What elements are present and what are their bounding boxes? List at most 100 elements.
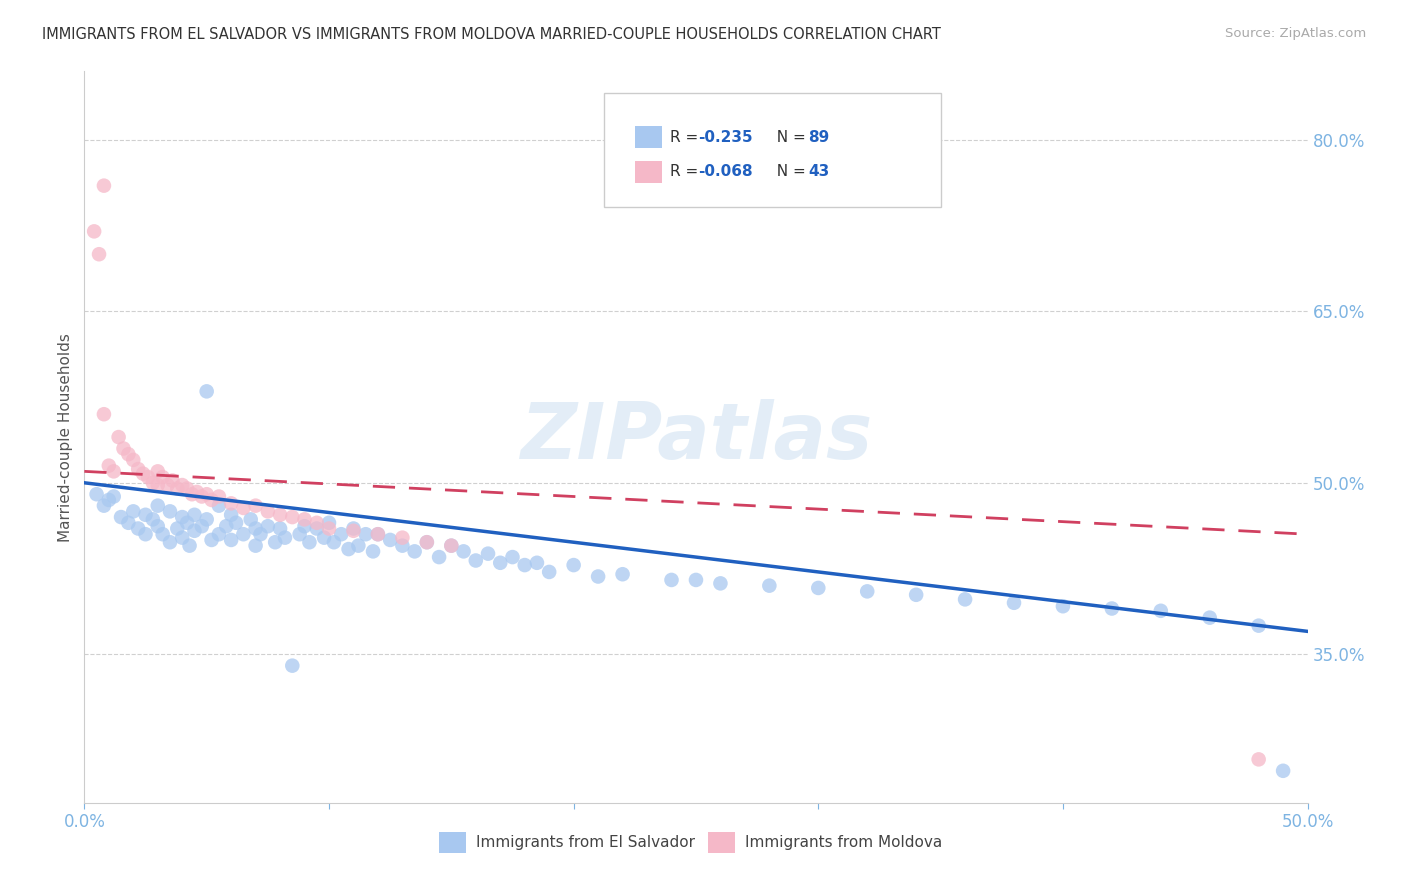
Point — [245, 499, 267, 513]
Point — [342, 521, 364, 535]
Point — [232, 527, 254, 541]
Point — [391, 531, 413, 545]
Point — [208, 527, 231, 541]
Text: Immigrants from Moldova: Immigrants from Moldova — [745, 835, 942, 850]
Point — [502, 550, 524, 565]
Point — [807, 581, 830, 595]
Point — [322, 535, 344, 549]
Point — [208, 490, 231, 504]
Text: ZIPatlas: ZIPatlas — [520, 399, 872, 475]
Text: 43: 43 — [808, 164, 830, 179]
Point — [112, 442, 135, 456]
Point — [179, 539, 201, 553]
Point — [453, 544, 475, 558]
Text: Source: ZipAtlas.com: Source: ZipAtlas.com — [1226, 27, 1367, 40]
Point — [586, 569, 609, 583]
Point — [337, 542, 360, 557]
Point — [146, 499, 169, 513]
Point — [538, 565, 561, 579]
Point — [249, 527, 271, 541]
Point — [208, 499, 231, 513]
Point — [314, 531, 336, 545]
Point — [294, 519, 316, 533]
Point — [159, 535, 181, 549]
Point — [404, 544, 426, 558]
Point — [103, 490, 125, 504]
Point — [135, 508, 157, 522]
Point — [513, 558, 536, 573]
Point — [440, 539, 463, 553]
Point — [245, 521, 267, 535]
Point — [1101, 601, 1123, 615]
Point — [232, 500, 254, 515]
Point — [1247, 752, 1270, 766]
Text: R =: R = — [671, 129, 703, 145]
Point — [856, 584, 879, 599]
Point — [427, 550, 450, 565]
Point — [97, 458, 120, 473]
Point — [305, 521, 328, 535]
Point — [367, 527, 389, 541]
Point — [191, 519, 214, 533]
Point — [274, 531, 297, 545]
Point — [172, 510, 194, 524]
Text: IMMIGRANTS FROM EL SALVADOR VS IMMIGRANTS FROM MOLDOVA MARRIED-COUPLE HOUSEHOLDS: IMMIGRANTS FROM EL SALVADOR VS IMMIGRANT… — [42, 27, 941, 42]
Point — [219, 496, 242, 510]
Text: -0.068: -0.068 — [699, 164, 754, 179]
Point — [142, 512, 165, 526]
Point — [257, 519, 280, 533]
Text: 89: 89 — [808, 129, 830, 145]
Point — [172, 478, 194, 492]
Point — [281, 510, 304, 524]
Point — [103, 464, 125, 478]
Point — [127, 462, 149, 476]
Point — [347, 539, 370, 553]
Point — [195, 384, 218, 399]
Point — [195, 487, 218, 501]
Point — [416, 535, 439, 549]
Point — [758, 579, 780, 593]
Point — [146, 519, 169, 533]
Text: N =: N = — [766, 164, 810, 179]
Point — [166, 482, 188, 496]
Point — [110, 510, 132, 524]
Point — [200, 492, 222, 507]
Point — [93, 178, 115, 193]
Point — [318, 521, 340, 535]
FancyBboxPatch shape — [636, 126, 662, 148]
Point — [1002, 596, 1025, 610]
Point — [136, 470, 159, 484]
Point — [1272, 764, 1295, 778]
Point — [181, 487, 204, 501]
Point — [269, 508, 291, 522]
Point — [269, 521, 291, 535]
Point — [318, 516, 340, 530]
Point — [526, 556, 548, 570]
Point — [166, 521, 188, 535]
Point — [1247, 618, 1270, 632]
Point — [93, 499, 115, 513]
Point — [391, 539, 413, 553]
Point — [152, 527, 174, 541]
Point — [117, 447, 139, 461]
FancyBboxPatch shape — [605, 94, 941, 207]
Point — [219, 508, 242, 522]
Point — [176, 482, 198, 496]
Text: R =: R = — [671, 164, 703, 179]
Point — [186, 485, 208, 500]
Point — [135, 527, 157, 541]
Point — [156, 478, 179, 492]
Point — [685, 573, 707, 587]
Point — [86, 487, 108, 501]
Point — [464, 553, 486, 567]
Text: Immigrants from El Salvador: Immigrants from El Salvador — [475, 835, 695, 850]
Point — [107, 430, 129, 444]
Point — [477, 547, 499, 561]
Point — [132, 467, 155, 481]
Point — [305, 516, 328, 530]
Point — [127, 521, 149, 535]
Point — [219, 533, 242, 547]
Point — [200, 533, 222, 547]
Point — [142, 475, 165, 490]
Point — [117, 516, 139, 530]
